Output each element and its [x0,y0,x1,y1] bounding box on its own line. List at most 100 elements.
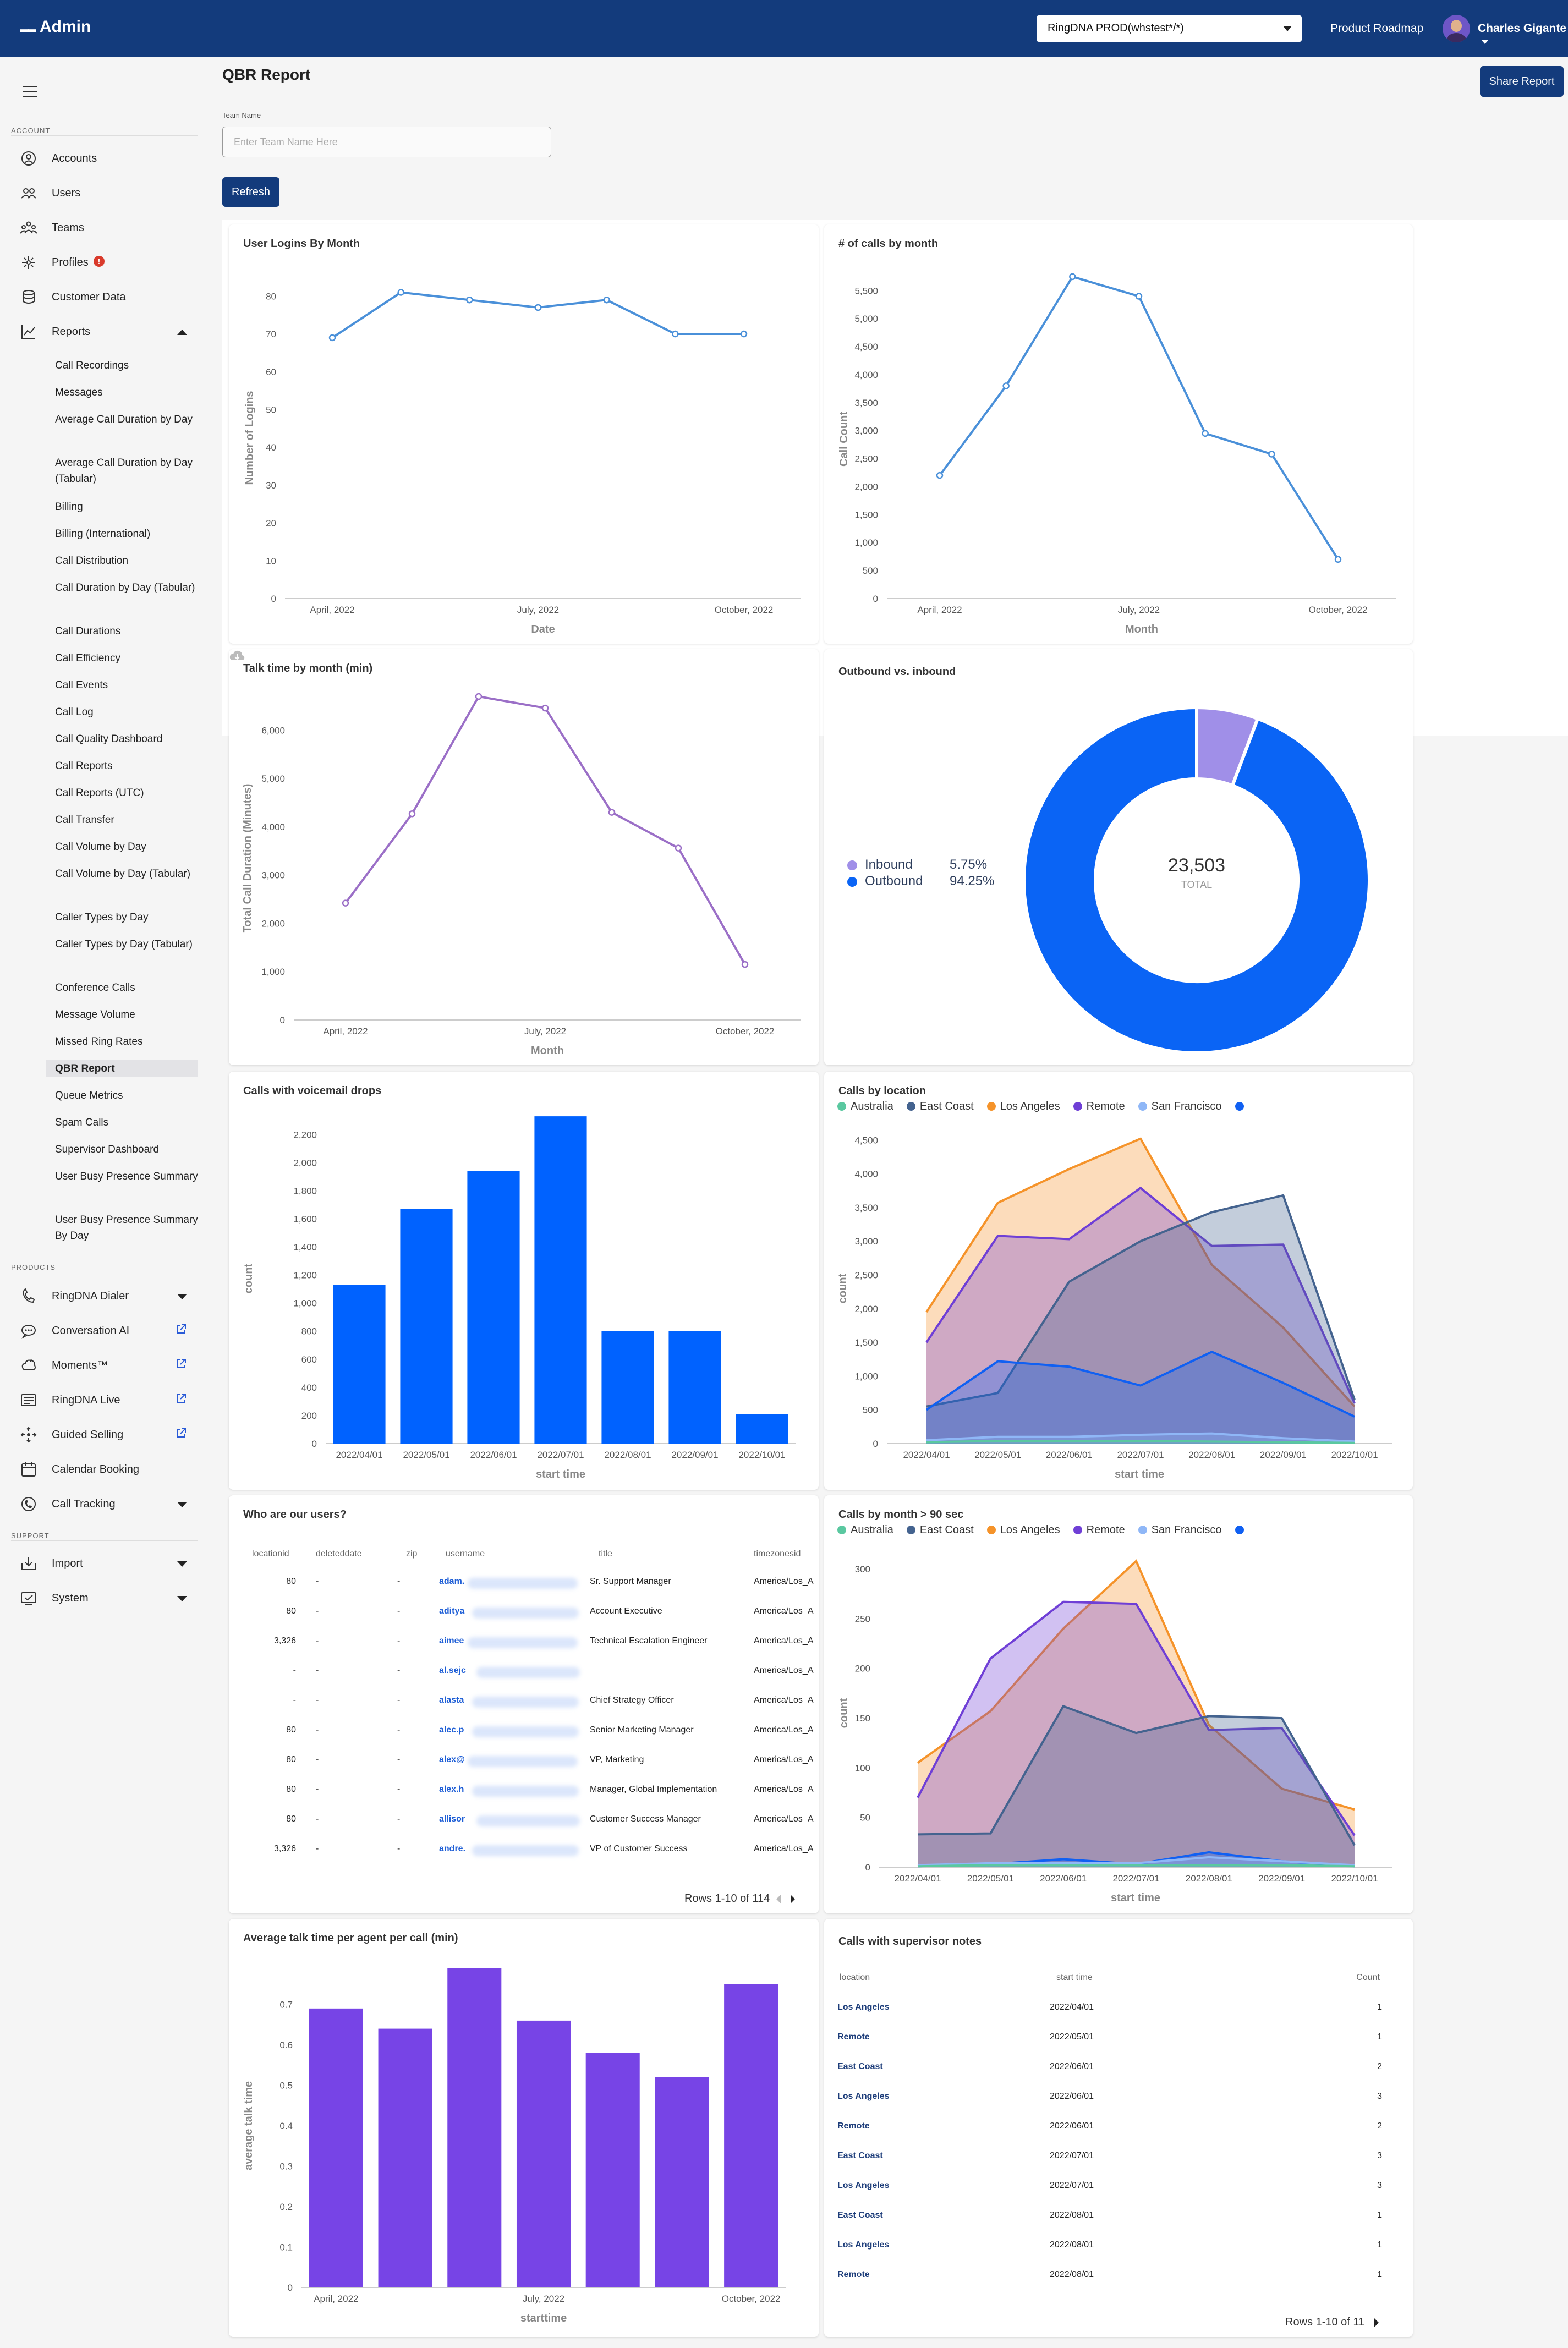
sidebar-report-supervisor-dashboard[interactable]: Supervisor Dashboard [55,1144,160,1155]
table-row[interactable]: 80 - - adam. Sr. Support Manager America/Los_… [229,1577,819,1593]
legend-item[interactable]: Remote [1073,1524,1125,1536]
menu-icon[interactable] [23,86,37,98]
bar[interactable] [668,1331,721,1444]
series-line[interactable] [926,1440,1355,1444]
series-line[interactable] [917,1559,1355,1811]
bar[interactable] [516,2020,571,2287]
data-point[interactable] [936,471,944,479]
bar[interactable] [333,1285,386,1444]
data-point[interactable] [1334,556,1342,563]
table-row[interactable]: Los Angeles 2022/08/01 1 [824,2240,1413,2257]
table-row[interactable]: Remote 2022/05/01 1 [824,2032,1413,2049]
pie-slice[interactable] [1022,705,1371,1055]
legend-item[interactable]: East Coast [906,1524,974,1536]
bar[interactable] [309,2008,363,2287]
legend-item[interactable]: San Francisco [1138,1100,1222,1112]
share-report-button[interactable]: Share Report [1480,66,1564,97]
legend-item[interactable]: Australia [837,1100,893,1112]
data-point[interactable] [475,693,483,700]
sidebar-report-missed-ring-rates[interactable]: Missed Ring Rates [55,1036,143,1047]
legend-item[interactable]: Remote [1073,1100,1125,1112]
sidebar-report-message-volume[interactable]: Message Volume [55,1009,135,1021]
bar[interactable] [724,1984,778,2287]
data-point[interactable] [741,961,749,968]
chevron-right-icon[interactable] [1374,2318,1379,2327]
sidebar-report-call-efficiency[interactable]: Call Efficiency [55,652,120,664]
data-point[interactable] [534,304,542,311]
chevron-left-icon[interactable] [776,1894,781,1903]
app-logo[interactable]: ▬▬ Admin [20,18,91,36]
column-header[interactable]: zip [406,1549,418,1559]
legend-item[interactable]: Los Angeles [986,1100,1060,1112]
cell-username[interactable]: alasta [439,1696,464,1705]
column-header[interactable]: Count [1356,1973,1380,1982]
sidebar-report-messages[interactable]: Messages [55,387,103,398]
data-point[interactable] [342,899,349,907]
sidebar-report-user-busy-presence-summary-by-day[interactable]: User Busy Presence Summary By Day [55,1214,198,1242]
sidebar-report-call-volume-by-day-tabular[interactable]: Call Volume by Day (Tabular) [55,868,191,880]
sidebar-report-call-distribution[interactable]: Call Distribution [55,555,129,567]
legend-item[interactable]: Australia [837,1524,893,1536]
data-point[interactable] [1268,451,1275,458]
data-point[interactable] [1135,293,1143,300]
table-row[interactable]: East Coast 2022/08/01 1 [824,2210,1413,2227]
sidebar-report-call-recordings[interactable]: Call Recordings [55,360,129,371]
sidebar-report-call-reports[interactable]: Call Reports [55,760,113,772]
column-header[interactable]: deleteddate [316,1549,362,1559]
series-line[interactable] [925,1351,1355,1418]
series-line[interactable] [925,1186,1356,1404]
cell-username[interactable]: aimee [439,1636,464,1645]
sidebar-report-call-volume-by-day[interactable]: Call Volume by Day [55,841,146,853]
table-row[interactable]: 80 - - alec.p Senior Marketing Manager Americ… [229,1725,819,1742]
column-header[interactable]: start time [1056,1973,1093,1982]
series-line[interactable] [917,1600,1356,1836]
table-row[interactable]: 3,326 - - aimee Technical Escalation Enginee… [229,1636,819,1653]
sidebar-report-conference-calls[interactable]: Conference Calls [55,982,135,994]
table-row[interactable]: Remote 2022/06/01 2 [824,2121,1413,2138]
bar[interactable] [655,2077,709,2287]
legend-item[interactable]: San Francisco [1138,1524,1222,1536]
table-row[interactable]: - - - al.sejc America/Los_A [229,1666,819,1682]
cloud-download-icon[interactable] [229,649,245,662]
table-row[interactable]: Los Angeles 2022/06/01 3 [824,2092,1413,2108]
bar[interactable] [400,1209,453,1444]
bar[interactable] [447,1968,502,2287]
bar[interactable] [467,1171,520,1444]
column-header[interactable]: locationid [252,1549,289,1559]
cell-username[interactable]: al.sejc [439,1666,466,1675]
column-header[interactable]: timezonesid [754,1549,801,1559]
avatar[interactable] [1443,15,1470,42]
legend-item[interactable]: East Coast [906,1100,974,1112]
sidebar-report-call-events[interactable]: Call Events [55,679,108,691]
data-point[interactable] [397,289,404,296]
series-line[interactable] [917,1864,1355,1868]
bar[interactable] [601,1331,654,1444]
sidebar-report-average-call-duration-by-day[interactable]: Average Call Duration by Day [55,414,193,425]
series-line[interactable] [917,1704,1356,1846]
legend-item[interactable] [1235,1524,1248,1536]
data-point[interactable] [328,334,336,342]
data-point[interactable] [1069,273,1076,281]
data-point[interactable] [672,330,679,338]
sidebar-report-billing[interactable]: Billing [55,501,83,513]
cell-username[interactable]: allisor [439,1814,465,1824]
data-point[interactable] [1202,430,1209,437]
column-header[interactable]: username [446,1549,485,1559]
table-row[interactable]: 80 - - alex.h Manager, Global Implementation… [229,1785,819,1801]
series-line[interactable] [926,1194,1356,1408]
table-row[interactable]: Los Angeles 2022/07/01 3 [824,2181,1413,2197]
product-roadmap-link[interactable]: Product Roadmap [1330,22,1424,35]
cell-username[interactable]: adam. [439,1577,465,1586]
data-point[interactable] [675,844,682,852]
sidebar-report-caller-types-by-day-tabular[interactable]: Caller Types by Day (Tabular) [55,939,193,950]
cell-username[interactable]: alex@ [439,1755,465,1764]
sidebar-report-call-log[interactable]: Call Log [55,706,94,718]
cell-username[interactable]: alec.p [439,1725,464,1735]
cell-username[interactable]: aditya [439,1606,465,1616]
sidebar-report-call-transfer[interactable]: Call Transfer [55,814,114,826]
data-point[interactable] [1002,382,1010,389]
refresh-button[interactable]: Refresh [222,177,279,207]
series-line[interactable] [926,1432,1355,1443]
bar[interactable] [736,1414,788,1444]
bar[interactable] [585,2053,640,2287]
